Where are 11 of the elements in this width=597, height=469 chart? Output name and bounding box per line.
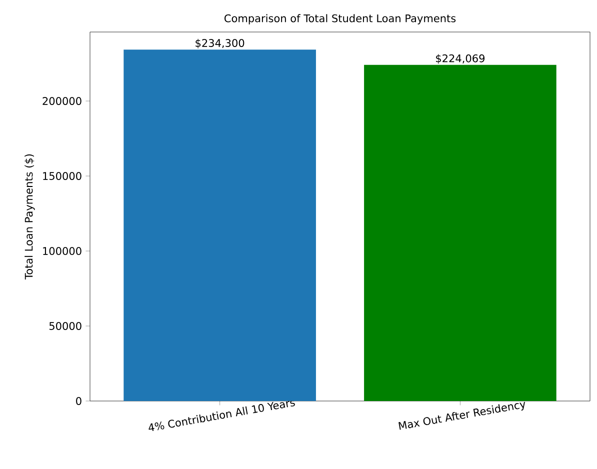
y-tick-label: 200000 <box>42 97 82 105</box>
x-tick-label: Max Out After Residency <box>398 402 525 430</box>
data-label: $224,069 <box>436 54 484 64</box>
y-axis-title: Total Loan Payments ($) <box>24 154 35 280</box>
x-tick-label: 4% Contribution All 10 Years <box>148 400 295 431</box>
y-tick-label: 50000 <box>49 322 82 330</box>
chart-title: Comparison of Total Student Loan Payments <box>224 14 456 24</box>
y-tick-label: 100000 <box>43 247 82 255</box>
data-label: $234,300 <box>196 38 244 48</box>
y-tick-label: 150000 <box>43 172 82 180</box>
y-tick-label: 0 <box>76 397 82 405</box>
